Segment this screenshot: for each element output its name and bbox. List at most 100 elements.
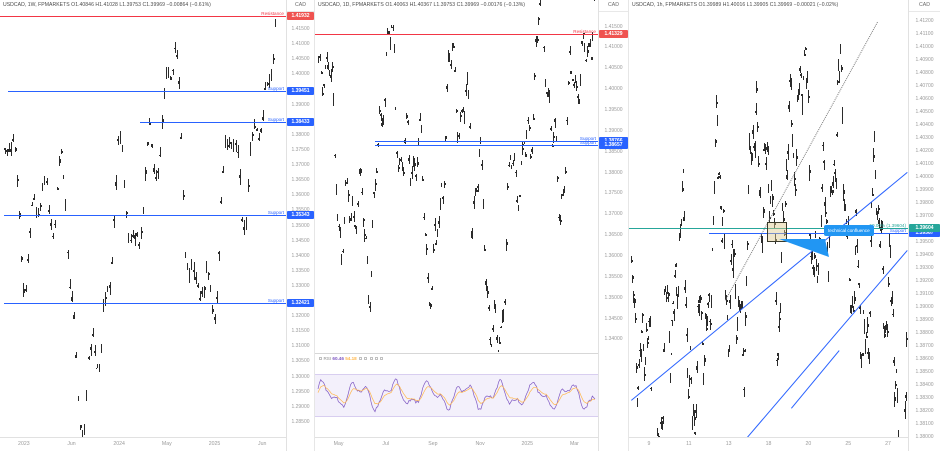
candle-body: [46, 181, 48, 184]
candle-body: [679, 230, 681, 233]
price-label-blue[interactable]: 1.38766: [599, 136, 628, 145]
candle-body: [798, 89, 801, 92]
plot-area-weekly[interactable]: Resistance Support Support Support Support: [0, 0, 286, 437]
price-axis-hourly[interactable]: CAD 1.41200 1.41100 1.41000 1.40900 1.40800 1…: [908, 0, 940, 451]
rsi-pane-daily[interactable]: RSI 60.46 54.18 80.0070.0060.0050.0040.0…: [315, 353, 598, 437]
candle-body: [756, 88, 759, 91]
candle-body: [570, 70, 572, 74]
candle-wick: [48, 204, 50, 215]
candle-wick: [853, 306, 855, 312]
level-line-blue[interactable]: [375, 140, 598, 142]
candle-wick: [395, 107, 397, 110]
candle-body: [687, 374, 688, 376]
time-tick: Sep: [428, 441, 438, 447]
rsi-name: RSI: [323, 356, 332, 361]
candle-wick: [698, 296, 700, 304]
candle-body: [550, 128, 553, 131]
candle-wick: [103, 299, 105, 312]
candle-wick: [75, 351, 77, 359]
price-tick: 1.40000: [291, 71, 310, 78]
candle-wick: [491, 344, 493, 347]
fullscreen-icon[interactable]: [369, 357, 373, 361]
candle-wick: [497, 350, 499, 352]
chart-panel-daily[interactable]: USDCAD, 1D, FPMARKETS O1.40063 H1.40367 …: [315, 0, 628, 451]
plot-area-hourly[interactable]: Support 50.00% (1.39604): [629, 0, 908, 437]
candle-body: [342, 251, 344, 253]
trendline-minor[interactable]: [791, 350, 840, 409]
chart-panel-weekly[interactable]: USDCAD, 1W, FPMARKETS O1.40846 H1.41028 …: [0, 0, 314, 451]
candle-wick: [871, 202, 873, 208]
price-label-blue[interactable]: 1.32421: [287, 299, 314, 308]
price-label-blue[interactable]: 1.38657: [599, 141, 628, 150]
candle-body: [674, 274, 677, 277]
candle-body: [904, 408, 907, 412]
price-label-green[interactable]: 1.39604: [909, 224, 940, 233]
price-label-red[interactable]: 1.41932: [287, 12, 314, 21]
level-line-blue[interactable]: [8, 91, 286, 93]
price-tick: 1.39500: [604, 106, 623, 113]
candle-wick: [149, 117, 151, 126]
candle-body: [800, 73, 803, 76]
time-tick: 2023: [18, 441, 30, 447]
level-line-blue[interactable]: [375, 145, 598, 147]
candle-wick: [730, 253, 732, 265]
candle-body: [102, 305, 104, 309]
candle-body: [881, 221, 882, 225]
price-label-blue[interactable]: 1.38433: [287, 117, 314, 126]
annotation-callout-technical-confluence[interactable]: technical confluence: [824, 225, 874, 236]
plot-area-daily[interactable]: Resistance Support Support: [315, 0, 598, 352]
candle-wick: [738, 300, 740, 311]
level-line-blue[interactable]: [4, 215, 286, 217]
candle-wick: [168, 67, 170, 78]
candle-wick: [589, 38, 591, 47]
candle-body: [712, 219, 714, 221]
time-axis-hourly[interactable]: 9 11 13 18 20 25 27: [629, 437, 908, 451]
level-line-blue[interactable]: [140, 121, 286, 123]
candle-wick: [858, 282, 860, 288]
candle-body: [115, 181, 117, 186]
candle-wick: [813, 266, 815, 277]
candle-wick: [429, 301, 431, 307]
candle-body: [871, 203, 872, 207]
close-icon[interactable]: [380, 357, 384, 361]
candle-wick: [227, 139, 229, 150]
confluence-zone-box[interactable]: [767, 222, 787, 243]
chart-panel-hourly[interactable]: USDCAD, 1h, FPMARKETS O1.39989 H1.40016 …: [629, 0, 940, 451]
price-label-blue[interactable]: 1.35343: [287, 211, 314, 220]
candle-wick: [751, 152, 753, 162]
candle-body: [735, 337, 738, 340]
candle-body: [520, 162, 522, 164]
candle-wick: [71, 291, 73, 303]
level-line-red[interactable]: [315, 33, 598, 35]
eye-icon[interactable]: [358, 357, 362, 361]
candle-body: [676, 288, 677, 293]
gear-icon[interactable]: [364, 357, 368, 361]
candle-wick: [484, 245, 486, 251]
price-label-blue[interactable]: 1.39451: [287, 87, 314, 96]
level-line-blue[interactable]: [4, 303, 286, 305]
candle-body: [440, 186, 442, 188]
price-label-red[interactable]: 1.41329: [599, 29, 628, 38]
time-axis-daily[interactable]: May Jul Sep Nov 2025 Mar: [315, 437, 598, 451]
time-tick: 9: [647, 441, 651, 447]
candle-wick: [78, 395, 79, 401]
candle-body: [384, 98, 385, 102]
candle-wick: [475, 187, 476, 197]
level-line-red[interactable]: [0, 16, 286, 18]
candle-wick: [669, 373, 671, 383]
price-axis-weekly[interactable]: CAD 1.41500 1.41000 1.40500 1.40000 1.39000 1…: [286, 0, 314, 451]
price-label-blue[interactable]: 1.39567: [909, 229, 940, 238]
time-axis-weekly[interactable]: 2023 Jun 2024 May 2025 Jun: [0, 437, 286, 451]
level-line-green[interactable]: [629, 228, 908, 230]
more-icon[interactable]: [374, 357, 378, 361]
level-line-blue[interactable]: [709, 233, 908, 235]
candle-body: [734, 253, 737, 256]
price-axis-daily[interactable]: CAD 1.41500 1.41000 1.40500 1.40000 1.39500 1…: [598, 0, 628, 451]
candle-wick: [107, 285, 109, 293]
candle-wick: [556, 135, 557, 142]
candle-wick: [218, 250, 220, 262]
candle-wick: [667, 285, 669, 295]
trendline-support-rising[interactable]: [631, 172, 908, 401]
candle-body: [706, 316, 709, 321]
rsi-settings-icon[interactable]: [318, 357, 322, 361]
